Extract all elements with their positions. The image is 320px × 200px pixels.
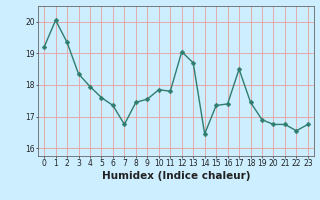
X-axis label: Humidex (Indice chaleur): Humidex (Indice chaleur) (102, 171, 250, 181)
